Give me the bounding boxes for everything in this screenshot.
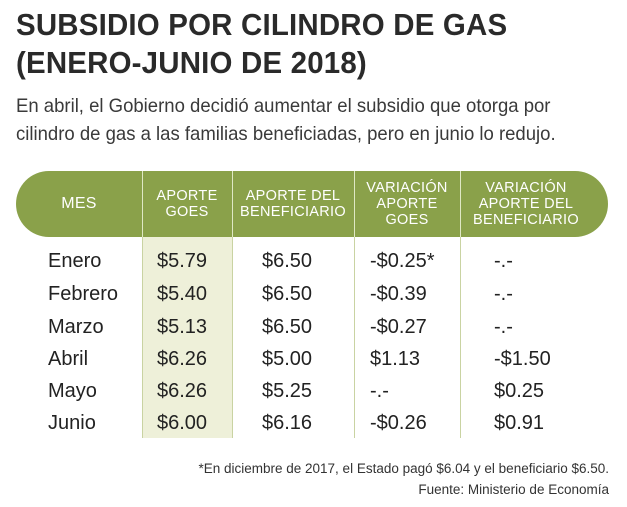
- cell-aporte-beneficiario: $6.50: [262, 250, 313, 272]
- cell-mes: Febrero: [48, 283, 119, 305]
- cell-mes: Junio: [48, 412, 96, 434]
- cell-mes: Abril: [48, 348, 89, 370]
- table-row: Mayo $6.26 $5.25 -.- $0.25: [0, 375, 627, 407]
- cell-variacion-beneficiario: -$1.50: [494, 348, 551, 370]
- cell-aporte-goes: $5.79: [157, 250, 208, 272]
- cell-mes: Enero: [48, 250, 102, 272]
- cell-variacion-beneficiario: $0.25: [494, 380, 545, 402]
- cell-variacion-beneficiario: -.-: [494, 250, 513, 272]
- column-divider: [460, 237, 461, 438]
- footnote: *En diciembre de 2017, el Estado pagó $6…: [198, 461, 609, 476]
- cell-aporte-beneficiario: $6.16: [262, 412, 313, 434]
- cell-variacion-beneficiario: -.-: [494, 283, 513, 305]
- table-row: Abril $6.26 $5.00 $1.13 -$1.50: [0, 343, 627, 375]
- cell-variacion-goes: -$0.39: [370, 283, 427, 305]
- header-aporte-goes: APORTE GOES: [156, 188, 218, 220]
- cell-aporte-goes: $6.00: [157, 412, 208, 434]
- header-mes: MES: [61, 195, 97, 212]
- cell-mes: Mayo: [48, 380, 97, 402]
- column-divider: [354, 237, 355, 438]
- table-row: Enero $5.79 $6.50 -$0.25* -.-: [0, 245, 627, 277]
- header-variacion-goes: VARIACIÓN APORTE GOES: [366, 180, 448, 228]
- cell-aporte-goes: $5.40: [157, 283, 208, 305]
- column-divider: [142, 237, 143, 438]
- page-subtitle: En abril, el Gobierno decidió aumentar e…: [16, 95, 556, 145]
- table-row: Febrero $5.40 $6.50 -$0.39 -.-: [0, 278, 627, 310]
- header-divider: [354, 171, 355, 237]
- goes-column-highlight: [142, 237, 232, 438]
- cell-aporte-beneficiario: $5.00: [262, 348, 313, 370]
- header-divider: [232, 171, 233, 237]
- cell-variacion-beneficiario: $0.91: [494, 412, 545, 434]
- cell-variacion-goes: -$0.27: [370, 316, 427, 338]
- page-title: SUBSIDIO POR CILINDRO DE GAS (ENERO-JUNI…: [16, 7, 508, 80]
- column-divider: [232, 237, 233, 438]
- header-aporte-beneficiario: APORTE DEL BENEFICIARIO: [240, 188, 346, 220]
- cell-aporte-goes: $5.13: [157, 316, 208, 338]
- cell-aporte-beneficiario: $6.50: [262, 316, 313, 338]
- cell-mes: Marzo: [48, 316, 104, 338]
- source-credit: Fuente: Ministerio de Economía: [418, 482, 609, 497]
- header-variacion-beneficiario: VARIACIÓN APORTE DEL BENEFICIARIO: [473, 180, 579, 228]
- table-header: MES APORTE GOES APORTE DEL BENEFICIARIO …: [16, 171, 608, 237]
- table-row: Junio $6.00 $6.16 -$0.26 $0.91: [0, 407, 627, 439]
- header-divider: [460, 171, 461, 237]
- cell-aporte-goes: $6.26: [157, 348, 208, 370]
- cell-variacion-goes: -$0.26: [370, 412, 427, 434]
- cell-variacion-goes: -.-: [370, 380, 389, 402]
- header-divider: [142, 171, 143, 237]
- cell-aporte-goes: $6.26: [157, 380, 208, 402]
- cell-variacion-goes: $1.13: [370, 348, 421, 370]
- cell-aporte-beneficiario: $6.50: [262, 283, 313, 305]
- table-row: Marzo $5.13 $6.50 -$0.27 -.-: [0, 311, 627, 343]
- cell-variacion-goes: -$0.25*: [370, 250, 435, 272]
- cell-variacion-beneficiario: -.-: [494, 316, 513, 338]
- cell-aporte-beneficiario: $5.25: [262, 380, 313, 402]
